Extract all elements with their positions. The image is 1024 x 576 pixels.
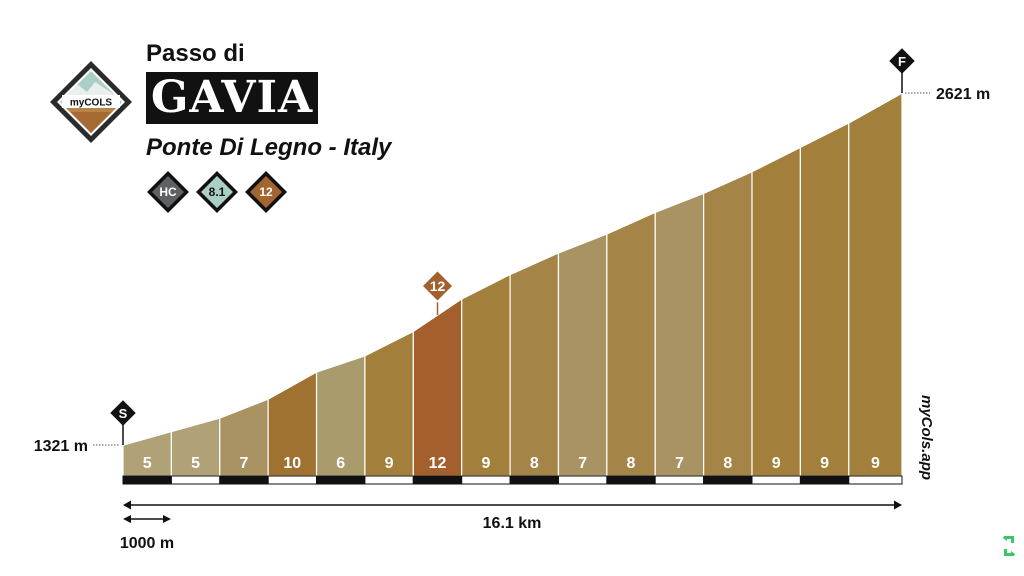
ruler-tick — [461, 475, 511, 485]
total-distance-arrow — [123, 500, 902, 510]
ruler-tick — [219, 475, 269, 485]
average-gradient-badge-label: 8.1 — [208, 185, 226, 199]
profile-segment — [848, 91, 903, 477]
gradient-label: 8 — [530, 455, 539, 472]
finish-elevation-label: 2621 m — [936, 86, 990, 103]
ruler-tick — [509, 475, 560, 485]
climb-title: GAVIA — [150, 72, 314, 123]
profile-outline — [122, 92, 903, 446]
gradient-label: 10 — [283, 455, 301, 472]
ruler-tick — [606, 475, 656, 485]
gradient-label: 9 — [772, 455, 781, 472]
gradient-label: 9 — [481, 455, 490, 472]
gradient-label: 7 — [675, 455, 684, 472]
max-gradient-marker-label: 12 — [430, 278, 446, 294]
ruler-tick — [316, 475, 366, 485]
pre-title: Passo di — [146, 40, 245, 67]
ruler-tick — [170, 475, 221, 485]
ruler-tick — [654, 475, 705, 485]
category-badge-label: HC — [159, 185, 177, 199]
gradient-labels: 5 5 7 10 6 9 12 9 8 7 8 7 8 9 9 9 — [143, 455, 880, 472]
scale-arrow — [123, 515, 171, 523]
ruler-tick — [122, 475, 172, 485]
start-elevation-label: 1321 m — [34, 438, 88, 455]
profile-segment — [799, 121, 850, 477]
ruler-tick — [267, 475, 318, 485]
gradient-label: 5 — [143, 455, 152, 472]
logo-text: myCOLS — [70, 98, 113, 109]
title-box: GAVIA — [146, 72, 318, 124]
ruler-tick — [751, 475, 801, 485]
profile-segment — [703, 170, 753, 477]
max-gradient-badge: 12 — [244, 170, 288, 214]
gradient-label: 9 — [871, 455, 880, 472]
ruler-tick — [558, 475, 608, 485]
scale-label: 1000 m — [120, 535, 174, 552]
climb-location: Ponte Di Legno - Italy — [146, 134, 392, 161]
gradient-label: 7 — [578, 455, 587, 472]
profile-segment — [461, 273, 511, 477]
profile-segment — [751, 146, 801, 477]
ruler-tick — [799, 475, 850, 485]
gradient-label: 6 — [336, 455, 345, 472]
start-marker: S — [110, 400, 136, 426]
start-marker-label: S — [119, 406, 128, 421]
max-gradient-badge-label: 12 — [259, 185, 273, 199]
gradient-label: 8 — [723, 455, 732, 472]
ruler-tick — [412, 475, 463, 485]
ruler-tick — [703, 475, 753, 485]
gradient-label: 9 — [385, 455, 394, 472]
category-badge: HC — [146, 170, 190, 214]
watermark-text: myCols.app — [918, 395, 935, 480]
gradient-label: 9 — [820, 455, 829, 472]
distance-ruler — [122, 475, 903, 485]
total-distance-label: 16.1 km — [483, 515, 542, 532]
profile-segment — [412, 297, 463, 477]
profile-segment — [509, 251, 560, 477]
gradient-label: 12 — [429, 455, 447, 472]
gradient-label: 5 — [191, 455, 200, 472]
profile-segment — [557, 232, 608, 477]
mycols-logo: myCOLS — [50, 61, 132, 143]
refresh-icon — [1003, 536, 1015, 556]
profile-segment — [606, 211, 656, 477]
gradient-label: 8 — [627, 455, 636, 472]
max-gradient-marker: 12 — [420, 269, 455, 316]
ruler-tick — [848, 475, 903, 485]
finish-marker-label: F — [898, 54, 906, 69]
profile-segment — [654, 192, 705, 477]
profile-segments — [122, 91, 903, 477]
finish-marker: F — [889, 48, 915, 74]
gradient-label: 7 — [240, 455, 249, 472]
ruler-tick — [364, 475, 414, 485]
average-gradient-badge: 8.1 — [195, 170, 239, 214]
